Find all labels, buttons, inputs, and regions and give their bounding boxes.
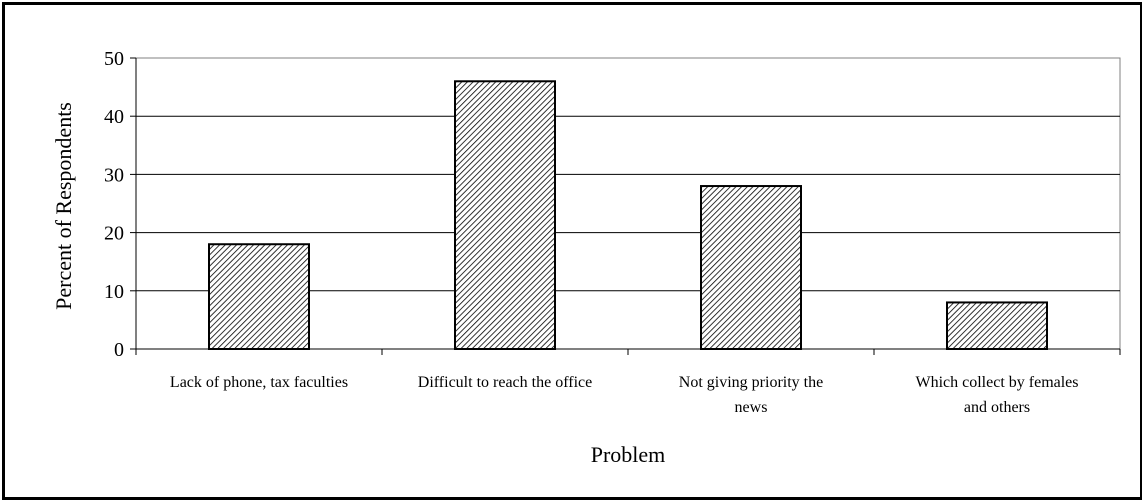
bars — [208, 80, 1048, 351]
x-tick-label: and others — [964, 399, 1030, 416]
bar — [946, 301, 1048, 351]
bar — [700, 185, 802, 350]
x-axis-label: Problem — [591, 442, 666, 467]
x-tick-label: Difficult to reach the office — [418, 374, 592, 391]
y-tick-labels: 0 10 20 30 40 50 — [104, 48, 124, 361]
bar — [454, 80, 556, 350]
y-tick-label: 10 — [104, 281, 124, 303]
y-tick-label: 0 — [114, 339, 124, 361]
x-tick-label: Lack of phone, tax faculties — [170, 374, 348, 391]
y-tick-label: 30 — [104, 164, 124, 186]
y-tick-label: 50 — [104, 48, 124, 70]
y-axis-label: Percent of Respondents — [51, 102, 76, 310]
x-tick-label: Which collect by females — [915, 374, 1078, 391]
x-tick-labels: Lack of phone, tax faculties Difficult to… — [170, 374, 1079, 416]
axes — [130, 57, 1121, 355]
bar — [208, 243, 310, 351]
y-tick-label: 40 — [104, 106, 124, 128]
y-tick-label: 20 — [104, 223, 124, 245]
x-tick-label: Not giving priority the — [679, 374, 823, 391]
x-tick-label: news — [735, 399, 768, 416]
